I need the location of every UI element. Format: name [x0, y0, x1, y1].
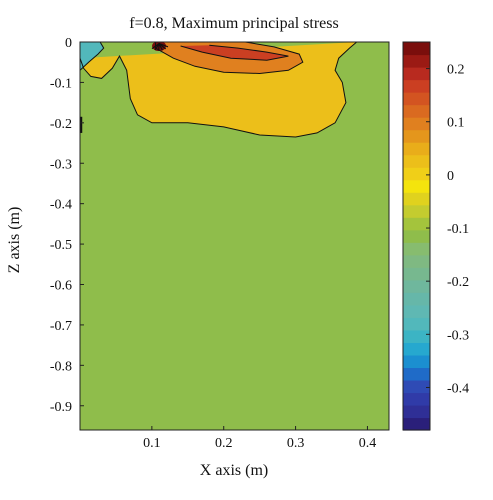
colorbar-segment — [403, 367, 430, 381]
colorbar-segment — [403, 354, 430, 369]
y-tick-label: -0.4 — [50, 198, 72, 213]
colorbar-tick-label: 0.1 — [447, 116, 465, 131]
y-tick-label: -0.7 — [50, 319, 72, 334]
contour-line — [80, 42, 105, 71]
y-tick-label: -0.3 — [50, 157, 72, 172]
colorbar — [402, 41, 431, 431]
plot-frame — [79, 41, 390, 431]
colorbar-segment — [403, 92, 430, 106]
colorbar-segment — [403, 254, 430, 268]
colorbar-tick-label: -0.3 — [447, 328, 469, 343]
colorbar-tick-label: 0 — [447, 169, 454, 184]
colorbar-tick-label: -0.4 — [447, 381, 469, 396]
colorbar-segment — [403, 229, 430, 243]
colorbar-segment — [403, 404, 430, 419]
region-corner — [80, 42, 104, 71]
y-tick-label: -0.1 — [50, 76, 72, 91]
colorbar-segment — [403, 129, 430, 143]
colorbar-segment — [403, 379, 430, 394]
y-tick-label: -0.2 — [50, 117, 72, 132]
colorbar-segment — [403, 104, 430, 118]
x-axis-label: X axis (m) — [200, 462, 268, 479]
colorbar-segment — [403, 392, 430, 406]
y-tick-label: -0.8 — [50, 359, 72, 374]
colorbar-segment — [403, 192, 430, 206]
x-tick-label: 0.1 — [143, 436, 161, 451]
peak-contour-line — [158, 43, 163, 51]
colorbar-segment — [403, 279, 430, 293]
colorbar-segment — [403, 117, 430, 131]
colorbar-segment — [403, 204, 430, 218]
colorbar-ticks: 0.2 0.1 0 -0.1 -0.2 -0.3 -0.4 — [426, 63, 469, 396]
contour-line — [155, 42, 304, 75]
chart-title: f=0.8, Maximum principal stress — [129, 15, 338, 32]
y-axis-ticks: 0 -0.1 -0.2 -0.3 -0.4 -0.5 -0.6 -0.7 -0.8 -0.9 — [50, 36, 84, 415]
colorbar-segment — [403, 79, 430, 93]
colorbar-segment — [403, 292, 430, 306]
colorbar-segment — [403, 167, 430, 181]
colorbar-segment — [403, 417, 430, 431]
y-axis-label: Z axis (m) — [6, 207, 23, 274]
contour-line — [180, 44, 289, 61]
x-tick-label: 0.4 — [359, 436, 377, 451]
contour-line — [80, 42, 358, 138]
colorbar-tick-label: 0.2 — [447, 63, 465, 78]
colorbar-tick-label: -0.2 — [447, 275, 469, 290]
colorbar-segment — [403, 242, 430, 256]
colorbar-segment — [403, 217, 430, 231]
x-axis-ticks: 0.1 0.2 0.3 0.4 — [143, 426, 376, 451]
y-tick-label: 0 — [65, 36, 72, 51]
plot-fill — [80, 42, 389, 430]
y-tick-label: -0.6 — [50, 279, 72, 294]
colorbar-segment — [403, 317, 430, 331]
colorbar-segment — [403, 179, 430, 193]
region-hot-core — [180, 45, 289, 61]
colorbar-segment — [403, 42, 430, 56]
colorbar-segment — [403, 304, 430, 318]
y-tick-label: -0.9 — [50, 400, 72, 415]
colorbar-segment — [403, 54, 430, 68]
x-tick-label: 0.2 — [215, 436, 233, 451]
colorbar-frame — [402, 41, 431, 431]
colorbar-segment — [403, 329, 430, 343]
colorbar-segment — [403, 342, 430, 356]
colorbar-segment — [403, 154, 430, 168]
contour-plot — [79, 41, 390, 431]
x-tick-label: 0.3 — [287, 436, 305, 451]
colorbar-segment — [403, 67, 430, 81]
colorbar-tick-label: -0.1 — [447, 222, 469, 237]
colorbar-segment — [403, 142, 430, 156]
colorbar-segment — [403, 267, 430, 281]
y-tick-label: -0.5 — [50, 238, 72, 253]
